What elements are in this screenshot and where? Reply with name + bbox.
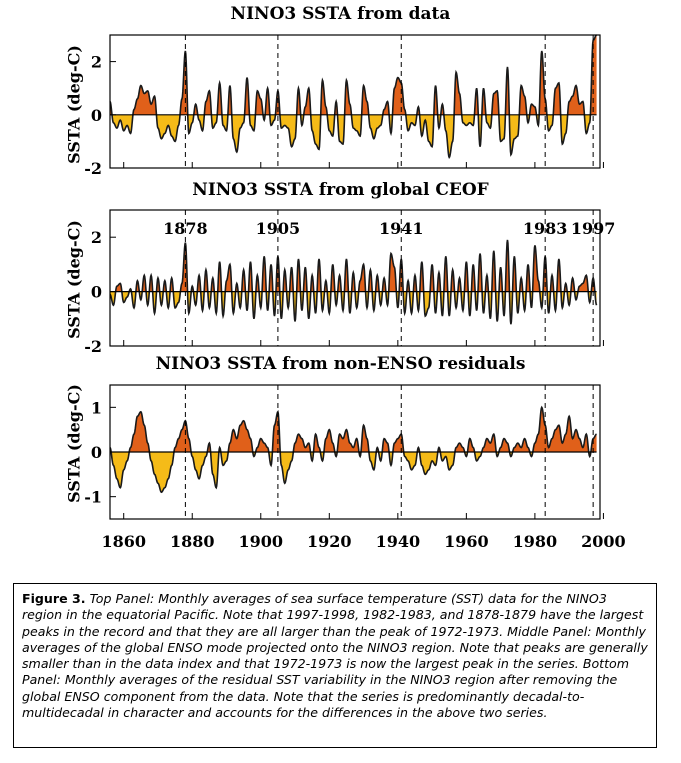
y-tick-label: 2 (91, 228, 102, 247)
caption-middle-text: Monthly averages of the global ENSO mode… (22, 623, 648, 672)
y-tick-label: 1 (91, 398, 102, 417)
chart-panel-data: 2 0 -2 (84, 34, 604, 178)
event-marker-label: 1905 (256, 219, 301, 238)
ssta-series-line (109, 239, 598, 325)
caption-top-text: Monthly averages of sea surface temperat… (22, 591, 644, 639)
event-marker-label: 1941 (379, 219, 424, 238)
x-tick-label: 1960 (444, 532, 489, 551)
chart-title-ceof: NINO3 SSTA from global CEOF (192, 180, 489, 200)
axes-frame (109, 34, 601, 169)
caption-bottom-text: Monthly averages of the residual SST var… (22, 672, 618, 721)
y-tick-label: 0 (91, 283, 102, 302)
y-tick-label: -2 (84, 337, 102, 356)
y-tick-label: -1 (84, 488, 102, 507)
x-tick-label: 1980 (513, 532, 558, 551)
event-marker-label: 1878 (163, 219, 208, 238)
ssta-series-line (109, 34, 597, 159)
axes-frame (109, 209, 601, 347)
x-tick-label: 1880 (170, 532, 215, 551)
caption-bottom-label: Bottom Panel: (22, 656, 630, 688)
y-tick-label: -2 (84, 159, 102, 178)
y-tick-label: 2 (91, 53, 102, 72)
chart-title-residuals: NINO3 SSTA from non-ENSO residuals (155, 354, 526, 374)
x-tick-label: 1940 (376, 532, 421, 551)
chart-panel-residuals: 1 0 -1 1860 1880 1900 1920 1940 1960 1980 2000 (84, 384, 626, 551)
chart-title-data: NINO3 SSTA from data (230, 4, 451, 24)
x-tick-label: 2000 (581, 532, 626, 551)
event-marker-label: 1983 (523, 219, 568, 238)
y-tick-label: 0 (91, 443, 102, 462)
event-marker-label: 1997 (571, 219, 616, 238)
negative-anomaly-fill (110, 452, 597, 493)
figure-caption: Figure 3. Top Panel: Monthly averages of… (13, 583, 657, 748)
x-tick-label: 1860 (101, 532, 146, 551)
caption-figure-label: Figure 3. (22, 591, 86, 606)
caption-middle-label: Middle Panel: (507, 623, 592, 639)
chart-panel-ceof: 1878 1905 1941 1983 1997 2 0 -2 (84, 209, 616, 356)
y-tick-label: 0 (91, 106, 102, 125)
x-tick-label: 1900 (239, 532, 284, 551)
x-tick-label: 1920 (307, 532, 352, 551)
negative-anomaly-fill (110, 114, 597, 158)
caption-top-label: Top Panel: (89, 591, 155, 606)
